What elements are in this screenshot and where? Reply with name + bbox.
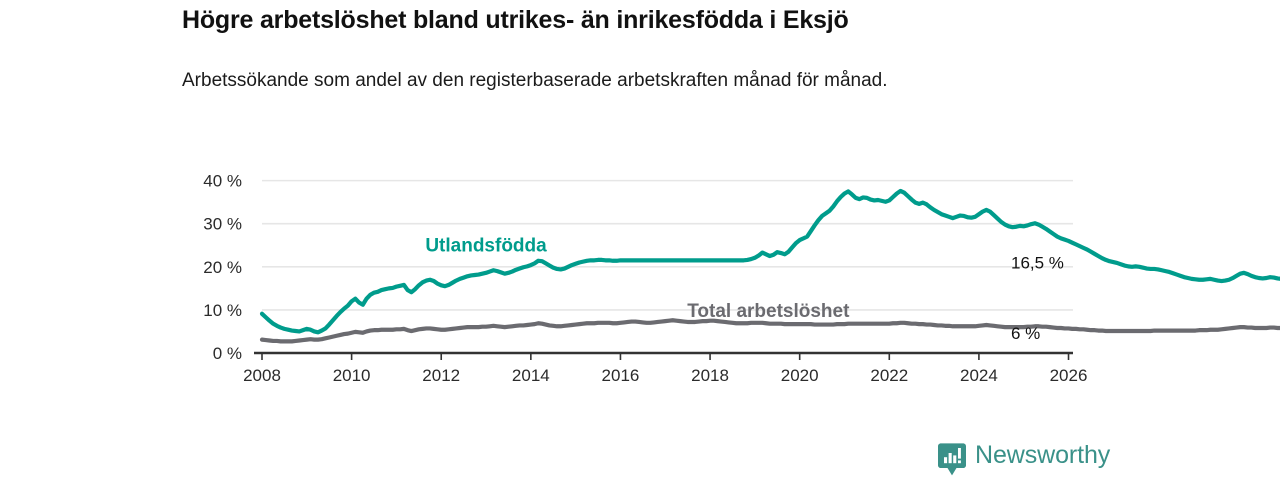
gridlines — [262, 179, 1073, 311]
series-line-total-arbetslöshet — [259, 318, 1280, 344]
page-subtitle: Arbetssökande som andel av den registerb… — [182, 70, 888, 91]
x-axis-tick-label: 2022 — [870, 366, 908, 385]
x-axis-tick-label: 2012 — [422, 366, 460, 385]
x-axis-tick-label: 2026 — [1050, 366, 1088, 385]
chart-annotations: Utlandsfödda Total arbetslöshet 16,5 % 6 % — [425, 236, 1064, 343]
end-value-label: 16,5 % — [1011, 254, 1064, 273]
x-axis-tick-label: 2020 — [781, 366, 819, 385]
page-title: Högre arbetslöshet bland utrikes- än inr… — [182, 6, 849, 34]
y-axis-tick-label: 10 % — [203, 301, 242, 320]
series-line-utlandsfödda — [259, 188, 1280, 335]
y-axis-tick-label: 40 % — [203, 172, 242, 191]
x-axis-tick-label: 2018 — [691, 366, 729, 385]
x-axis-tick-label: 2016 — [602, 366, 640, 385]
series-annotation-label: Total arbetslöshet — [687, 301, 850, 322]
series-lines — [259, 188, 1280, 344]
x-axis-tick-labels: 2008 2010 2012 2014 2016 2018 2020 2022 2024 2026 — [243, 366, 1087, 385]
x-axis-tick-label: 2010 — [333, 366, 371, 385]
x-axis-ticks — [261, 353, 1070, 360]
y-axis-tick-label: 30 % — [203, 215, 242, 234]
y-axis-tick-labels: 0 % 10 % 20 % 30 % 40 % — [203, 172, 242, 363]
y-axis-tick-label: 0 % — [213, 344, 242, 363]
newsworthy-wordmark: Newsworthy — [975, 441, 1111, 469]
x-axis-tick-label: 2008 — [243, 366, 281, 385]
series-annotation-label: Utlandsfödda — [425, 236, 547, 257]
newsworthy-bar-chart-bubble-icon — [937, 443, 967, 477]
end-value-label: 6 % — [1011, 324, 1040, 343]
x-axis-tick-label: 2014 — [512, 366, 550, 385]
y-axis-tick-label: 20 % — [203, 258, 242, 277]
x-axis-tick-label: 2024 — [960, 366, 998, 385]
